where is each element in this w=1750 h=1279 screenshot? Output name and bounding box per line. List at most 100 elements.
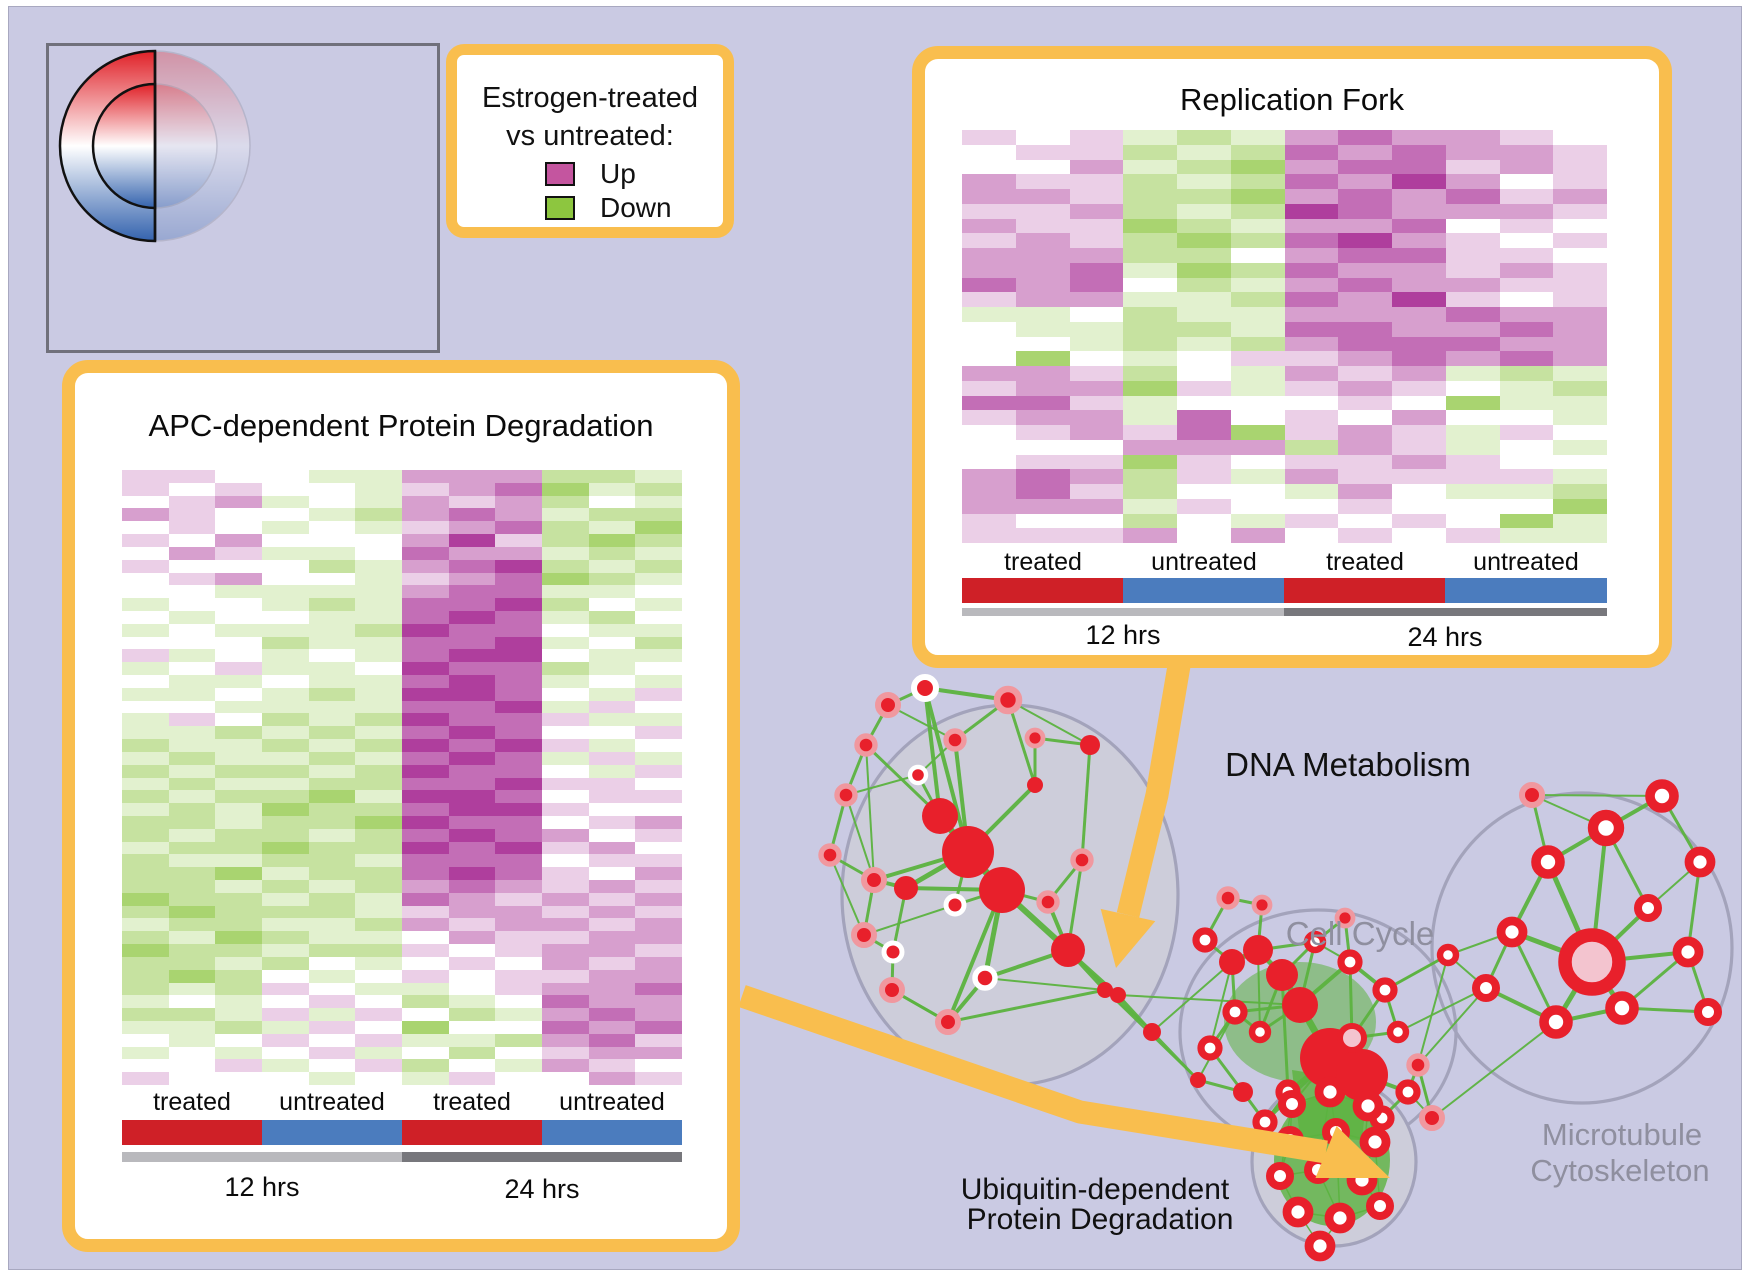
heatmap-cell — [588, 1072, 636, 1085]
heatmap-cell — [542, 713, 589, 727]
heatmap-cell — [215, 1033, 263, 1047]
heatmap-cell — [495, 815, 543, 829]
color-legend-title-line2: vs untreated: — [506, 120, 674, 152]
heatmap-cell — [635, 739, 683, 752]
network-node — [1372, 977, 1398, 1003]
heatmap-cell — [1230, 498, 1285, 514]
heatmap-cell — [635, 700, 683, 714]
heatmap-cell — [122, 623, 169, 637]
network-node — [1634, 894, 1662, 922]
network-node — [1097, 982, 1113, 998]
heatmap-cell — [962, 218, 1016, 234]
heatmap-cell — [402, 790, 449, 804]
network-node — [1672, 936, 1704, 968]
heatmap-cell — [1123, 130, 1177, 145]
heatmap-cell — [448, 828, 496, 842]
heatmap-cell — [635, 905, 683, 919]
heatmap-cell — [542, 534, 589, 547]
heatmap-cell — [588, 1008, 636, 1021]
heatmap-cell — [588, 828, 636, 842]
heatmap-cell — [1069, 336, 1124, 352]
heatmap-cell — [168, 700, 216, 714]
heatmap-cell — [588, 1033, 636, 1047]
heatmap-cell — [495, 700, 543, 714]
heatmap-cell — [635, 1008, 683, 1021]
heatmap-cell — [308, 1008, 356, 1021]
ubiquitin-label-line2: Protein Degradation — [966, 1203, 1234, 1236]
heatmap-cell — [1338, 159, 1392, 175]
heatmap-cell — [1445, 292, 1500, 307]
heatmap-cell — [448, 636, 496, 650]
heatmap-cell — [308, 1072, 356, 1085]
heatmap-cell — [542, 803, 589, 816]
heatmap-cell — [355, 867, 403, 880]
heatmap-cell — [355, 508, 403, 522]
heatmap-row — [122, 880, 683, 893]
heatmap-cell — [1284, 469, 1339, 484]
heatmap-cell — [495, 982, 543, 996]
heatmap-cell — [308, 508, 356, 522]
heatmap-cell — [635, 610, 683, 624]
heatmap-cell — [168, 1072, 216, 1085]
microtubule-label-line2: Cytoskeleton — [1530, 1153, 1710, 1188]
heatmap-cell — [355, 559, 403, 573]
heatmap-row — [122, 1072, 683, 1085]
heatmap-cell — [402, 687, 449, 701]
heatmap-cell — [355, 777, 403, 791]
heatmap-cell — [1338, 189, 1392, 204]
heatmap-cell — [588, 995, 636, 1009]
heatmap-cell — [635, 1072, 683, 1085]
heatmap-cell — [1015, 307, 1070, 322]
heatmap-cell — [448, 649, 496, 663]
heatmap-cell — [122, 944, 169, 957]
heatmap-cell — [962, 513, 1016, 529]
heatmap-cell — [355, 1033, 403, 1047]
heatmap-cell — [355, 1046, 403, 1060]
network-edge — [845, 794, 875, 881]
heatmap-cell — [355, 1008, 403, 1021]
heatmap-cell — [215, 739, 263, 752]
heatmap-cell — [308, 931, 356, 945]
color-legend-box — [446, 44, 734, 238]
heatmap-cell — [215, 470, 263, 483]
heatmap-cell — [1499, 218, 1554, 234]
heatmap-cell — [1015, 380, 1070, 396]
heatmap-cell — [215, 508, 263, 522]
heatmap-cell — [635, 956, 683, 970]
heatmap-cell — [1015, 439, 1070, 455]
heatmap-cell — [1392, 321, 1446, 337]
heatmap-cell — [122, 610, 169, 624]
heatmap-cell — [308, 713, 356, 727]
heatmap-cell — [1445, 380, 1500, 396]
heatmap-cell — [355, 803, 403, 816]
connector-arrow-shaft — [1116, 658, 1192, 918]
heatmap-cell — [542, 905, 589, 919]
heatmap-cell — [215, 662, 263, 675]
heatmap-cell — [168, 815, 216, 829]
heatmap-row — [962, 130, 1607, 145]
heatmap-cell — [1338, 513, 1392, 529]
color-legend-title-line1: Estrogen-treated — [481, 82, 699, 114]
heatmap-cell — [1445, 189, 1500, 204]
heatmap-cell — [635, 790, 683, 804]
heatmap-cell — [1338, 395, 1392, 411]
heatmap-row — [122, 931, 683, 945]
heatmap-cell — [168, 841, 216, 855]
network-node — [1314, 1076, 1346, 1108]
heatmap-row — [122, 649, 683, 663]
heatmap-cell — [308, 495, 356, 509]
heatmap-cell — [542, 867, 589, 880]
heatmap-cell — [1069, 498, 1124, 514]
heatmap-cell — [1069, 292, 1124, 307]
heatmap-cell — [1338, 144, 1392, 160]
heatmap-cell — [1230, 307, 1285, 322]
heatmap-cell — [635, 598, 683, 611]
rf-12hrs-bar — [962, 608, 1284, 616]
heatmap-cell — [1069, 484, 1124, 499]
heatmap-cell — [122, 931, 169, 945]
connector-arrowhead-icon — [1100, 908, 1156, 968]
heatmap-cell — [588, 815, 636, 829]
heatmap-cell — [1177, 484, 1231, 499]
cluster-ellipse — [1430, 791, 1734, 1105]
heatmap-cell — [262, 687, 309, 701]
